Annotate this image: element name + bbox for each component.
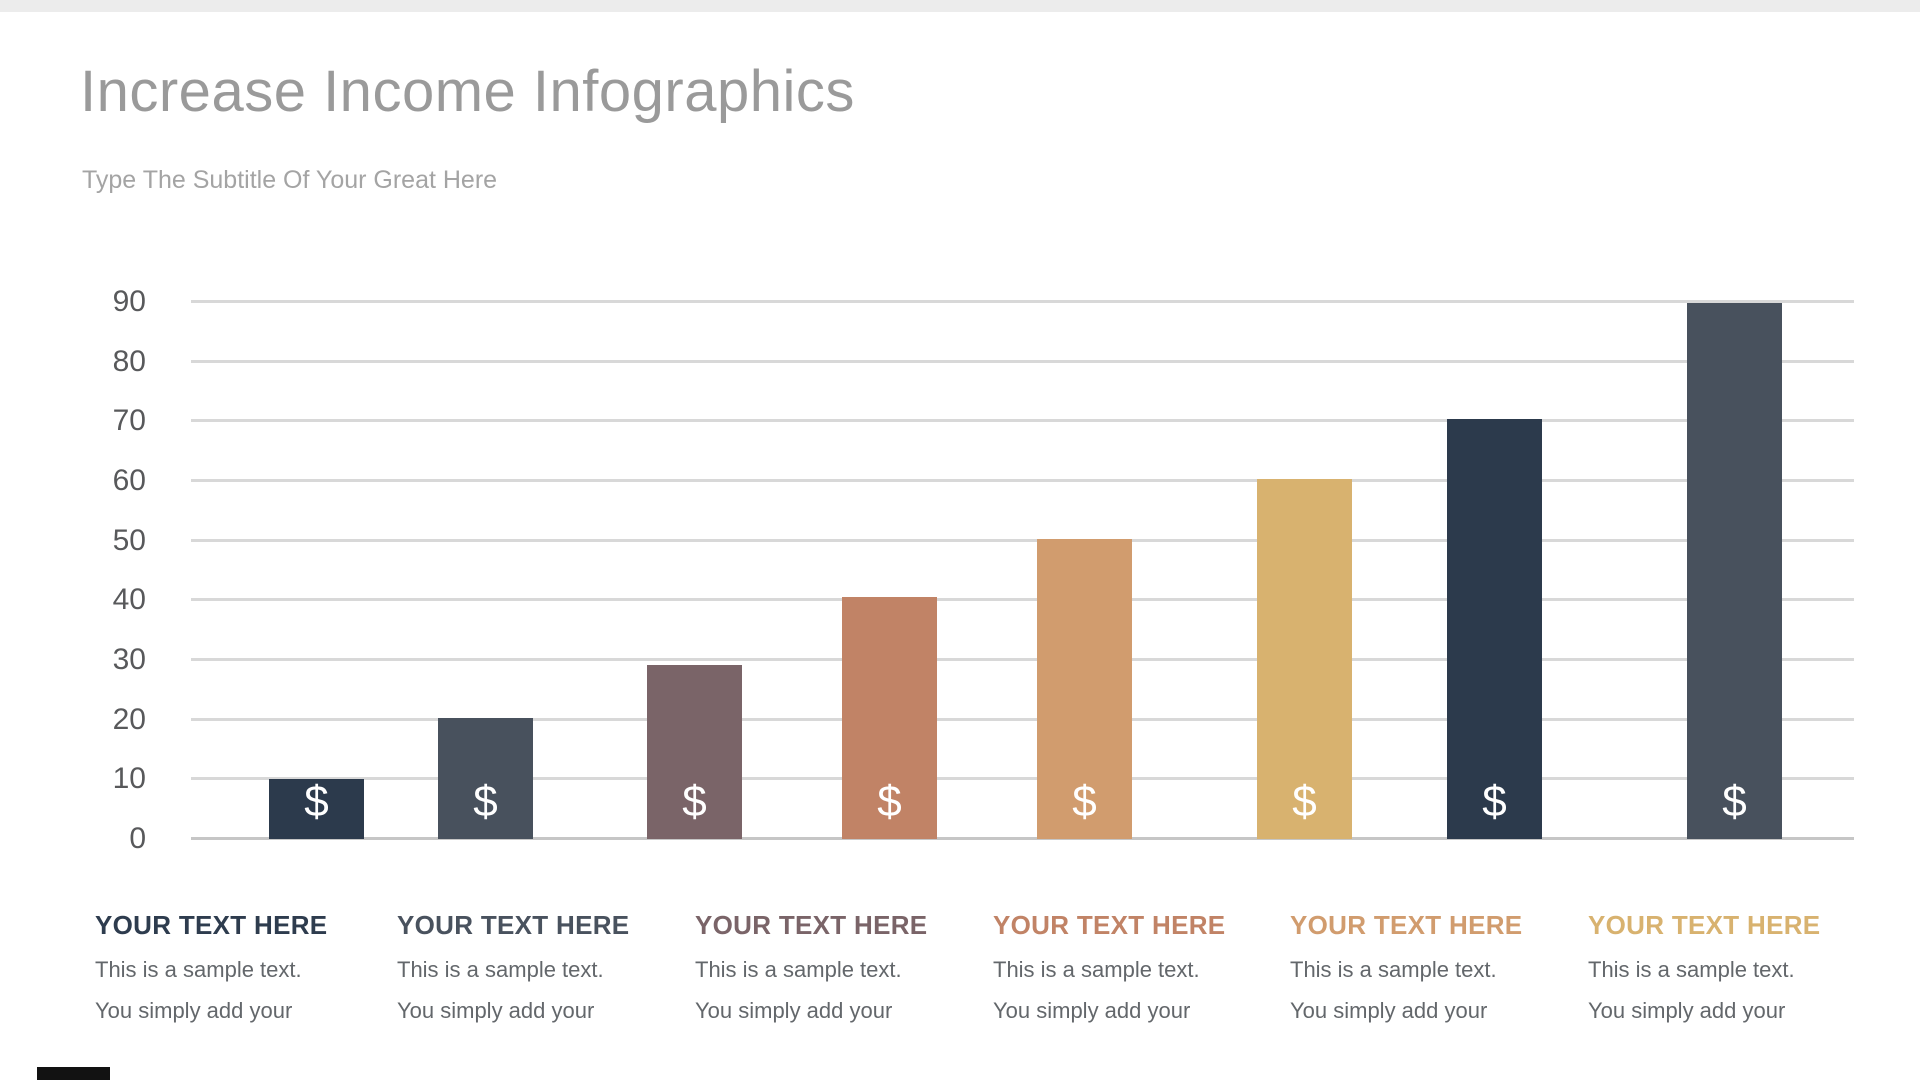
bar-4: $ <box>842 597 938 839</box>
gridline-0 <box>191 837 1854 840</box>
bar-2: $ <box>437 717 533 839</box>
dollar-icon: $ <box>1072 777 1097 826</box>
dollar-icon: $ <box>1482 777 1507 826</box>
footer-block-line2: You simply add your <box>695 998 893 1023</box>
footer-block-3: YOUR TEXT HERE This is a sample text. You … <box>695 908 970 1024</box>
footer-block-heading: YOUR TEXT HERE <box>1588 910 1821 940</box>
gridline-90 <box>191 300 1854 303</box>
footer-block-line2: You simply add your <box>1588 998 1786 1023</box>
footer-block-5: YOUR TEXT HERE This is a sample text. You … <box>1290 908 1565 1024</box>
y-tick-label-80: 80 <box>112 344 146 378</box>
footer-block-1: YOUR TEXT HERE This is a sample text. You … <box>95 908 370 1024</box>
footer-block-4: YOUR TEXT HERE This is a sample text. You … <box>993 908 1268 1024</box>
bar-5: $ <box>1036 538 1132 839</box>
bar-7: $ <box>1447 418 1543 839</box>
gridline-60 <box>191 478 1854 482</box>
page-subtitle: Type The Subtitle Of Your Great Here <box>82 166 498 194</box>
dollar-icon: $ <box>682 777 707 826</box>
gridline-30 <box>191 657 1854 661</box>
footer-block-heading: YOUR TEXT HERE <box>95 910 328 940</box>
dollar-icon: $ <box>1722 777 1747 826</box>
footer-block-line2: You simply add your <box>1290 998 1488 1023</box>
footer-block-line1: This is a sample text. <box>95 957 302 982</box>
gridline-40 <box>191 598 1854 602</box>
gridline-20 <box>191 717 1854 721</box>
corner-mark <box>37 1067 110 1080</box>
footer-block-2: YOUR TEXT HERE This is a sample text. You … <box>397 908 672 1024</box>
y-tick-label-10: 10 <box>112 762 146 796</box>
footer-block-line1: This is a sample text. <box>1290 957 1497 982</box>
bar-8: $ <box>1687 303 1782 839</box>
y-tick-label-30: 30 <box>112 643 146 676</box>
footer-block-heading: YOUR TEXT HERE <box>695 910 928 940</box>
footer-block-line2: You simply add your <box>993 998 1191 1023</box>
top-strip <box>0 0 1920 12</box>
footer-block-line1: This is a sample text. <box>993 957 1200 982</box>
dollar-icon: $ <box>304 777 329 826</box>
bar-6: $ <box>1256 479 1352 839</box>
page-title: Increase Income Infographics <box>80 59 855 124</box>
y-tick-label-0: 0 <box>129 822 146 855</box>
footer-block-line1: This is a sample text. <box>1588 957 1795 982</box>
y-tick-label-70: 70 <box>112 404 146 438</box>
y-tick-label-90: 90 <box>112 285 146 318</box>
y-tick-label-50: 50 <box>112 523 146 557</box>
chart-plot: $ $ $ $ $ $ $ $ <box>191 300 1854 840</box>
bar-chart: 90 80 70 60 50 40 30 20 10 0 $ $ $ $ $ $ $ $ <box>0 287 1920 854</box>
gridline-50 <box>191 538 1854 542</box>
bar-1: $ <box>268 777 364 839</box>
footer-block-heading: YOUR TEXT HERE <box>1290 910 1523 940</box>
bar-3: $ <box>646 664 742 839</box>
dollar-icon: $ <box>1292 777 1317 826</box>
dollar-icon: $ <box>473 777 498 826</box>
gridline-80 <box>191 359 1854 363</box>
gridline-10 <box>191 777 1854 781</box>
footer-block-line2: You simply add your <box>95 998 293 1023</box>
y-tick-label-60: 60 <box>112 464 146 497</box>
footer-block-heading: YOUR TEXT HERE <box>397 910 630 940</box>
gridline-70 <box>191 419 1854 423</box>
footer-block-line1: This is a sample text. <box>695 957 902 982</box>
footer-block-line1: This is a sample text. <box>397 957 604 982</box>
y-tick-label-40: 40 <box>112 583 146 617</box>
y-tick-label-20: 20 <box>112 702 146 736</box>
footer-block-heading: YOUR TEXT HERE <box>993 910 1226 940</box>
footer-block-line2: You simply add your <box>397 998 595 1023</box>
dollar-icon: $ <box>877 777 902 826</box>
footer-block-6: YOUR TEXT HERE This is a sample text. You … <box>1588 908 1863 1024</box>
